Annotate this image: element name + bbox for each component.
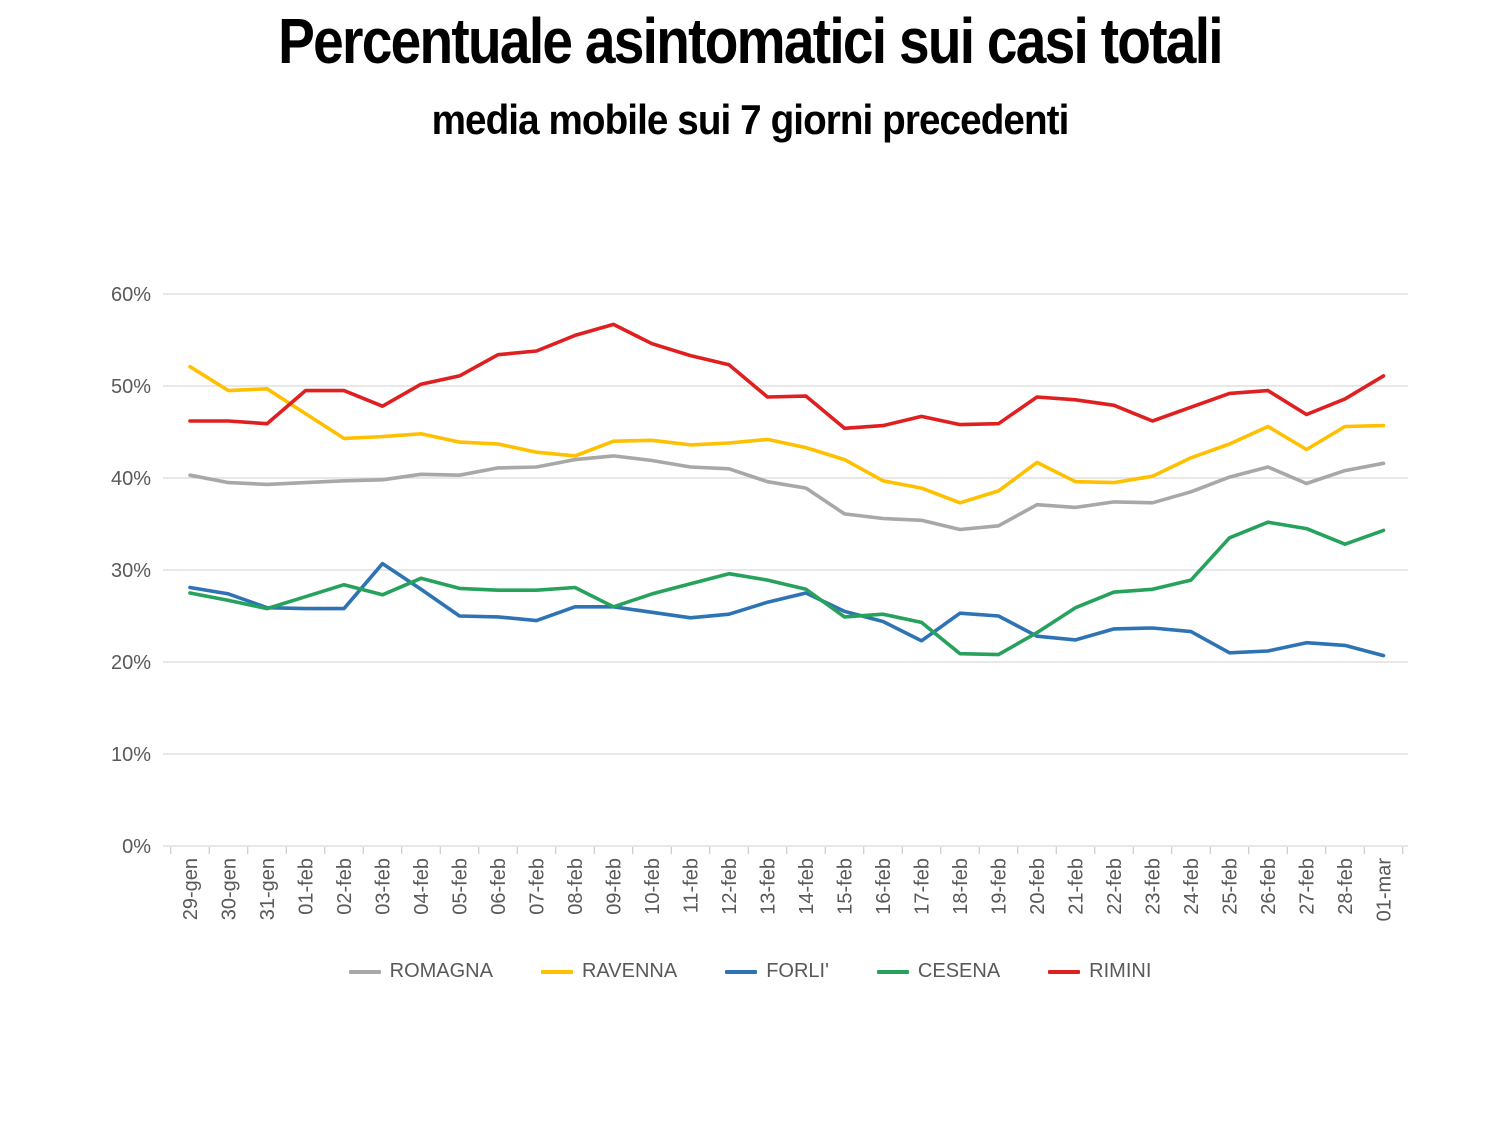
chart-title: Percentuale asintomatici sui casi totali [278,5,1223,77]
x-axis-label: 15-feb [835,858,857,915]
legend-item-ravenna: RAVENNA [540,960,678,983]
legend-item-rimini: RIMINI [1048,960,1151,983]
y-axis-label: 30% [111,560,151,582]
series-line-rimini [188,322,1386,431]
x-axis-label: 30-gen [219,858,241,920]
legend-label-forli: FORLI' [766,960,829,982]
y-axis-label: 60% [111,284,151,306]
legend-swatch-rimini-icon [1048,969,1081,974]
x-axis-label: 27-feb [1297,858,1319,915]
y-axis-label: 50% [111,376,151,398]
y-axis-label: 20% [111,652,151,674]
x-axis-label: 02-feb [334,858,356,915]
x-axis-label: 17-feb [912,858,934,915]
series-line-ravenna [188,364,1386,505]
chart-subtitle: media mobile sui 7 giorni precedenti [431,96,1070,143]
legend-label-romagna: ROMAGNA [389,960,493,982]
legend-swatch-forli-icon [725,969,758,974]
x-axis-label: 10-feb [642,858,664,915]
legend-label-cesena: CESENA [917,960,1001,982]
x-axis-label: 18-feb [950,858,972,915]
y-axis-label: 40% [111,468,151,490]
chart-legend: ROMAGNA RAVENNA FORLI' CESENA RIMINI [0,960,1500,983]
x-axis-label: 11-feb [681,858,703,913]
series-line-cesena [188,520,1386,657]
y-axis-label: 10% [111,744,151,766]
series-line-romagna [188,454,1386,532]
x-axis-label: 08-feb [565,858,587,915]
x-axis-label: 14-feb [796,858,818,915]
x-axis-label: 07-feb [527,858,549,915]
x-axis-label: 29-gen [180,858,202,920]
x-axis-label: 04-feb [411,858,433,915]
y-axis-label: 0% [122,836,151,858]
x-axis-label: 09-feb [604,858,626,915]
series-line-forli [188,561,1386,658]
x-axis-label: 26-feb [1258,858,1280,915]
x-axis-label: 28-feb [1335,858,1357,915]
x-axis-label: 23-feb [1143,858,1165,915]
x-axis-label: 24-feb [1181,858,1203,915]
x-axis-label: 22-feb [1104,858,1126,915]
legend-item-cesena: CESENA [876,960,1001,983]
legend-label-rimini: RIMINI [1089,960,1152,982]
x-axis-label: 20-feb [1027,858,1049,915]
x-axis-label: 01-mar [1374,858,1396,922]
legend-swatch-cesena-icon [876,969,909,974]
x-axis-label: 25-feb [1220,858,1242,915]
legend-item-forli: FORLI' [725,960,829,983]
x-axis-label: 06-feb [488,858,510,915]
x-axis-label: 21-feb [1066,858,1088,915]
legend-item-romagna: ROMAGNA [348,960,493,983]
x-axis-label: 19-feb [989,858,1011,915]
x-axis-label: 13-feb [758,858,780,915]
x-axis-label: 05-feb [450,858,472,915]
x-axis-label: 03-feb [373,858,395,915]
x-axis-label: 16-feb [873,858,895,915]
legend-label-ravenna: RAVENNA [581,960,678,982]
x-axis-label: 01-feb [296,858,318,915]
x-axis-label: 31-gen [257,858,279,920]
legend-swatch-ravenna-icon [540,969,573,974]
legend-swatch-romagna-icon [348,969,381,974]
x-axis-label: 12-feb [719,858,741,915]
